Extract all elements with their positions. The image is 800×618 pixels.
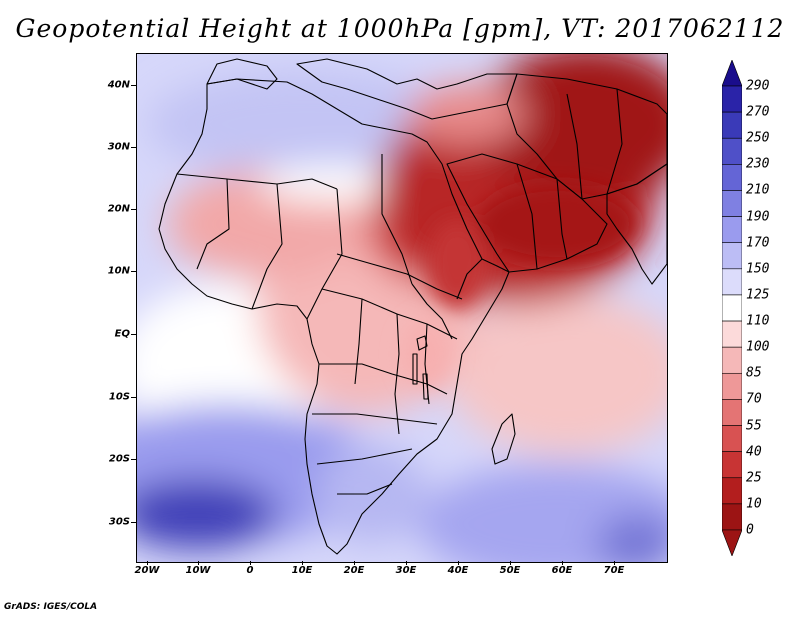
colorbar-segment — [722, 372, 742, 400]
lon-tick-label: 0 — [246, 565, 254, 576]
colorbar-segment — [722, 164, 742, 191]
colorbar — [722, 60, 742, 556]
lon-tick-label: 10E — [291, 565, 313, 576]
lat-tick-label: 40N — [107, 79, 130, 91]
lon-tick-label: 60E — [551, 565, 573, 576]
colorbar-label: 10 — [746, 496, 762, 512]
lon-tick-label: 20E — [343, 565, 365, 576]
lon-tick — [198, 561, 199, 565]
grads-credit: GrADS: IGES/COLA — [4, 602, 98, 612]
lon-tick-label: 20W — [134, 565, 160, 576]
lat-tick-label: EQ — [114, 328, 130, 340]
colorbar-label: 125 — [746, 287, 770, 303]
colorbar-label: 150 — [746, 261, 770, 277]
lat-tick-label: 20S — [108, 453, 130, 465]
lon-tick — [250, 561, 251, 565]
field-detail — [402, 184, 637, 389]
lat-tick-label: 20N — [107, 203, 130, 215]
colorbar-label: 55 — [746, 418, 762, 434]
colorbar-label: 70 — [746, 391, 762, 407]
lon-tick — [458, 561, 459, 565]
lat-tick — [131, 459, 136, 460]
lon-tick-label: 50E — [499, 565, 521, 576]
lat-tick-label: 10N — [107, 265, 130, 277]
colorbar-blocks — [722, 60, 742, 556]
map-canvas — [137, 54, 667, 562]
lon-tick — [354, 561, 355, 565]
colorbar-segment — [722, 477, 742, 505]
geopotential-map — [136, 53, 668, 563]
colorbar-label: 270 — [746, 104, 770, 120]
colorbar-label: 40 — [746, 444, 762, 460]
lat-tick-label: 30N — [107, 141, 130, 153]
colorbar-label: 110 — [746, 313, 770, 329]
lat-tick — [131, 209, 136, 210]
colorbar-segment — [722, 451, 742, 479]
colorbar-segment — [722, 346, 742, 374]
lon-tick-label: 30E — [395, 565, 417, 576]
lon-tick — [302, 561, 303, 565]
colorbar-segment — [722, 242, 742, 270]
lon-tick — [614, 561, 615, 565]
colorbar-segment — [722, 111, 742, 139]
lat-tick — [131, 85, 136, 86]
colorbar-label: 25 — [746, 470, 762, 486]
lat-tick — [131, 522, 136, 523]
lat-tick — [131, 334, 136, 335]
lon-tick — [510, 561, 511, 565]
colorbar-label: 170 — [746, 235, 770, 251]
colorbar-segment — [722, 320, 742, 348]
colorbar-segment — [722, 85, 742, 113]
lon-tick-label: 10W — [185, 565, 211, 576]
colorbar-segment — [722, 399, 742, 426]
lon-tick — [562, 561, 563, 565]
lat-tick-label: 30S — [108, 516, 130, 528]
colorbar-label: 230 — [746, 156, 770, 172]
lon-tick-label: 40E — [447, 565, 469, 576]
lon-tick — [147, 561, 148, 565]
colorbar-label: 190 — [746, 209, 770, 225]
colorbar-label: 100 — [746, 339, 770, 355]
coastlines — [158, 58, 667, 555]
colorbar-top-arrow — [722, 60, 742, 87]
colorbar-segment — [722, 137, 742, 165]
colorbar-label: 85 — [746, 365, 762, 381]
lat-tick — [131, 271, 136, 272]
colorbar-segment — [722, 503, 742, 531]
colorbar-label: 290 — [746, 78, 770, 94]
lon-tick-label: 70E — [603, 565, 625, 576]
lon-tick — [406, 561, 407, 565]
colorbar-bottom-arrow — [722, 529, 742, 556]
map-title: Geopotential Height at 1000hPa [gpm], VT… — [15, 14, 785, 43]
lat-tick-label: 10S — [108, 391, 130, 403]
colorbar-label: 0 — [746, 522, 754, 538]
lat-tick — [131, 147, 136, 148]
colorbar-segment — [722, 216, 742, 244]
lat-tick — [131, 397, 136, 398]
colorbar-segment — [722, 190, 742, 217]
colorbar-segment — [722, 294, 742, 322]
field-shading — [137, 54, 667, 562]
colorbar-label: 250 — [746, 130, 770, 146]
colorbar-segment — [722, 425, 742, 452]
colorbar-segment — [722, 268, 742, 296]
colorbar-label: 210 — [746, 182, 770, 198]
